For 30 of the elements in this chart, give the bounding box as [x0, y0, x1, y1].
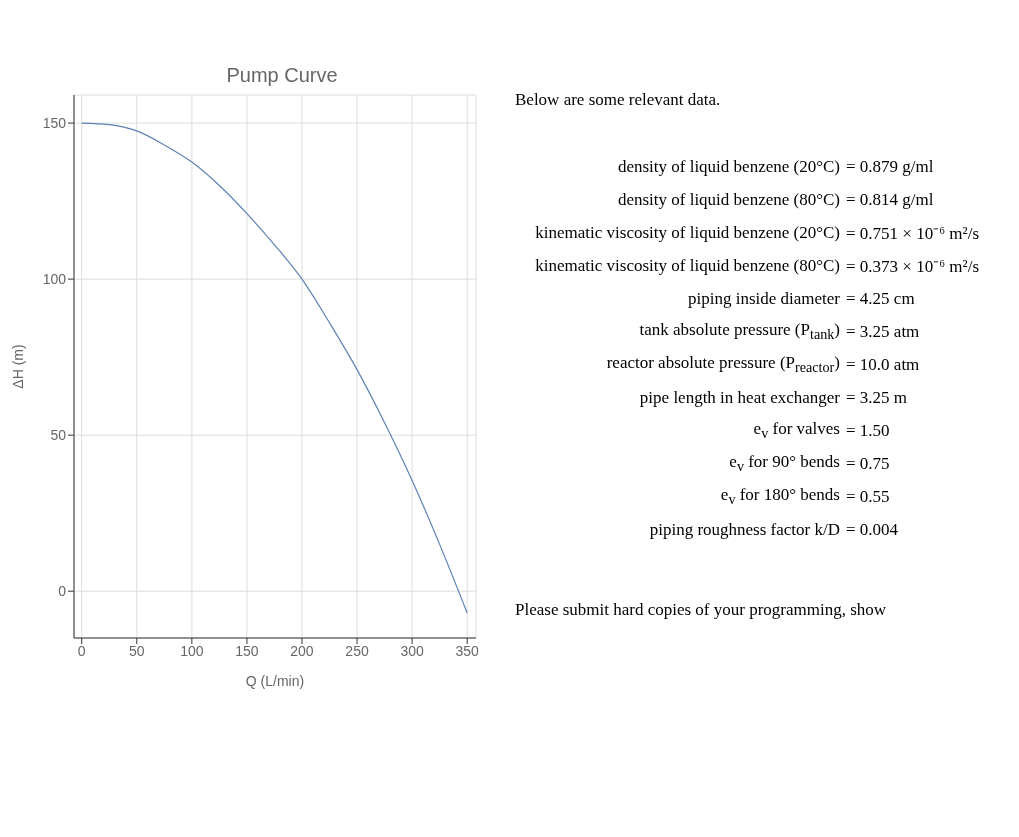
- x-tick-label: 350: [455, 642, 480, 659]
- text: Please submit hard copies of your programming, show: [515, 600, 887, 619]
- text: e$_{v}$ for 90° bends = 0.75: [729, 451, 890, 475]
- y-axis-title: ΔH (m): [9, 344, 26, 389]
- text: reactor absolute pressure (P$_{reactor}$) = 10.0 atm: [606, 352, 920, 376]
- x-tick-label: 0: [77, 642, 86, 659]
- x-tick-label: 150: [235, 642, 259, 659]
- text: pipe length in heat exchanger = 3.25 m: [639, 387, 908, 407]
- x-tick-label: 200: [290, 642, 314, 659]
- text: piping inside diameter = 4.25 cm: [687, 288, 915, 308]
- text: piping roughness factor k/D = 0.004: [649, 519, 899, 539]
- x-tick-label: 50: [128, 642, 145, 659]
- y-tick-label: 0: [58, 583, 67, 600]
- text: Below are some relevant data.: [515, 90, 721, 109]
- y-tick-label: 50: [50, 427, 67, 444]
- text: e$_{v}$ for 180° bends = 0.55: [720, 484, 890, 508]
- text: kinematic viscosity of liquid benzene (20°C) = 0.751 × 10⁻⁶ m²/s: [535, 222, 980, 243]
- y-tick-label: 150: [42, 115, 67, 132]
- y-tick-label: 100: [42, 271, 67, 288]
- text: kinematic viscosity of liquid benzene (80°C) = 0.373 × 10⁻⁶ m²/s: [535, 255, 980, 276]
- x-tick-label: 100: [180, 642, 204, 659]
- x-tick-label: 250: [345, 642, 369, 659]
- x-tick-label: 300: [400, 642, 425, 659]
- line-series: [81, 122, 468, 614]
- text: density of liquid benzene (80°C) = 0.814 g/ml: [617, 189, 934, 209]
- chart-title: Pump Curve: [225, 64, 339, 87]
- x-axis-title: Q (L/min): [245, 673, 305, 689]
- text: e$_{v}$ for valves = 1.50: [753, 418, 890, 442]
- text: tank absolute pressure (P$_{tank}$) = 3.25 atm: [639, 319, 920, 343]
- text: density of liquid benzene (20°C) = 0.879 g/ml: [617, 156, 934, 176]
